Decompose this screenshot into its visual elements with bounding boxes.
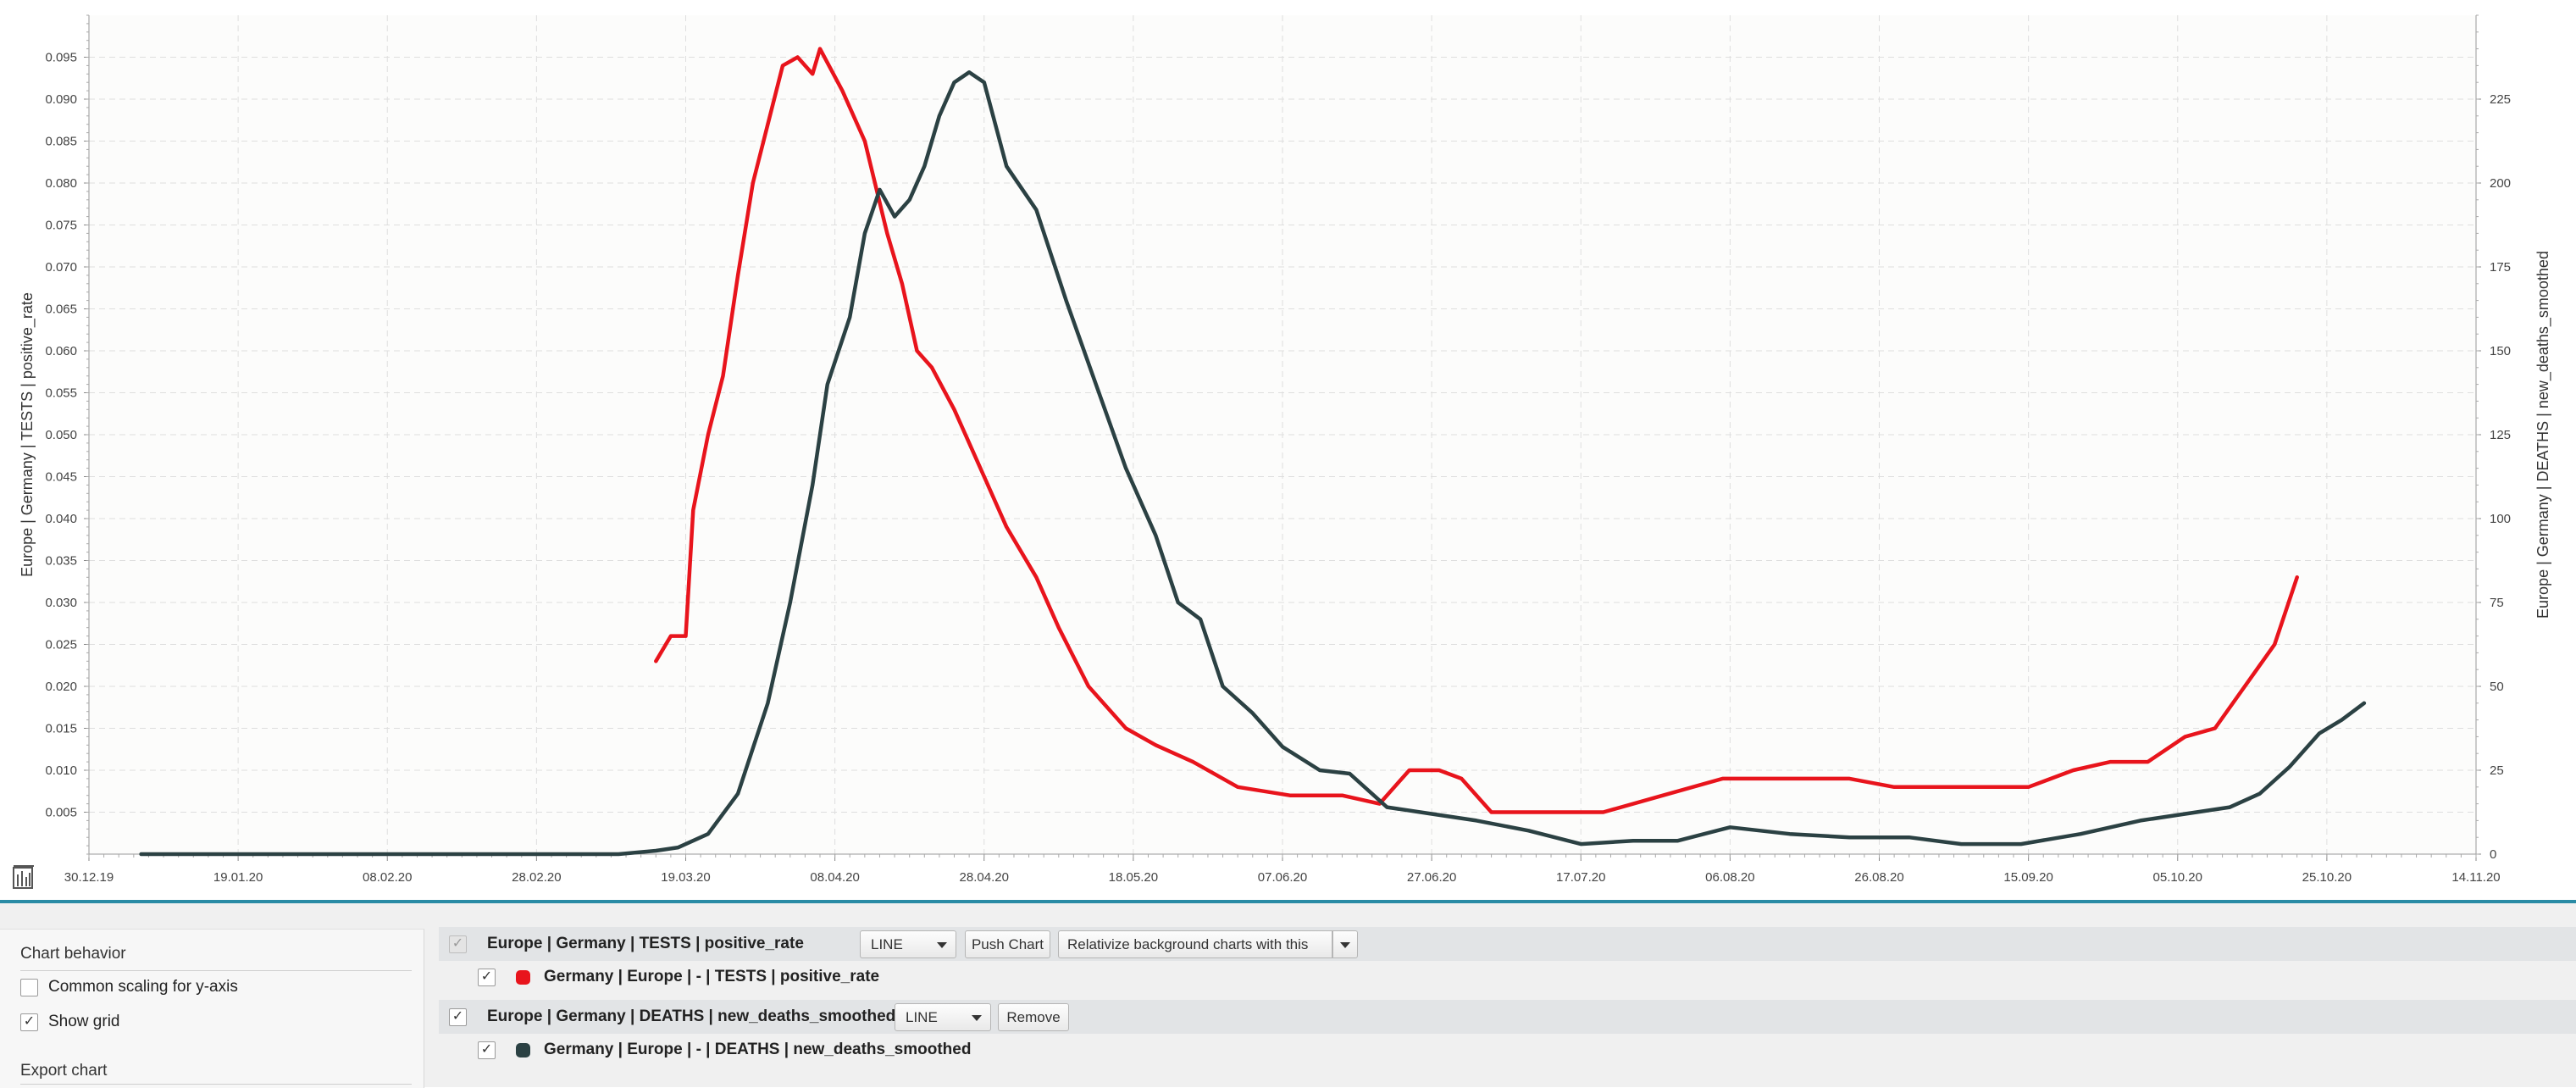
y-left-tick-label: 0.030	[45, 596, 77, 610]
show-grid-row[interactable]: ✓ Show grid	[20, 1013, 120, 1031]
x-tick-label: 08.04.20	[810, 870, 859, 885]
series-color-swatch-deaths[interactable]	[516, 1042, 530, 1057]
x-tick-label: 28.04.20	[960, 870, 1009, 885]
chart-type-value-deaths: LINE	[906, 1008, 938, 1025]
series-color-swatch-tests[interactable]	[516, 969, 530, 985]
y-left-tick-label: 0.035	[45, 554, 77, 569]
y-right-tick-label: 100	[2490, 512, 2511, 526]
push-chart-button[interactable]: Push Chart	[965, 930, 1050, 958]
chevron-down-icon	[972, 1015, 982, 1021]
x-tick-label: 07.06.20	[1258, 870, 1307, 885]
series-group-header-deaths: ✓ Europe | Germany | DEATHS | new_deaths…	[439, 1000, 2576, 1034]
y-left-tick-label: 0.055	[45, 386, 77, 401]
remove-button[interactable]: Remove	[998, 1003, 1069, 1031]
x-tick-label: 19.01.20	[213, 870, 263, 885]
x-tick-label: 15.09.20	[2003, 870, 2052, 885]
series-group-header-tests: ✓ Europe | Germany | TESTS | positive_ra…	[439, 927, 2576, 961]
y-left-tick-label: 0.095	[45, 51, 77, 65]
series-checkbox-tests[interactable]: ✓	[478, 968, 496, 986]
y-left-tick-label: 0.020	[45, 680, 77, 694]
chart-type-select-deaths[interactable]: LINE	[895, 1003, 991, 1031]
series-row-tests: ✓ Germany | Europe | - | TESTS | positiv…	[439, 960, 2576, 994]
y-right-tick-label: 0	[2490, 847, 2496, 862]
x-tick-label: 28.02.20	[512, 870, 561, 885]
y-left-tick-label: 0.075	[45, 219, 77, 233]
series-line-new-deaths	[139, 70, 2367, 857]
panel-divider[interactable]	[0, 900, 2576, 903]
x-tick-label: 19.03.20	[661, 870, 710, 885]
y-left-tick-label: 0.070	[45, 260, 77, 275]
y-right-tick-label: 175	[2490, 260, 2511, 275]
relativize-button[interactable]: Relativize background charts with this	[1058, 930, 1332, 958]
show-grid-checkbox[interactable]: ✓	[20, 1013, 38, 1031]
series-label-deaths: Germany | Europe | - | DEATHS | new_deat…	[544, 1041, 972, 1058]
x-tick-label: 30.12.19	[64, 870, 114, 885]
x-tick-label: 25.10.20	[2302, 870, 2352, 885]
chart-behavior-panel: Chart behavior Common scaling for y-axis…	[0, 929, 424, 1088]
group-title-tests: Europe | Germany | TESTS | positive_rate	[487, 935, 804, 952]
y-left-tick-label: 0.050	[45, 428, 77, 442]
y-left-tick-label: 0.045	[45, 470, 77, 485]
common-scaling-checkbox[interactable]	[20, 978, 38, 996]
chart-settings-icon[interactable]	[12, 864, 36, 890]
y-left-tick-label: 0.015	[45, 722, 77, 736]
show-grid-label: Show grid	[48, 1013, 120, 1030]
chart: 30.12.19 19.01.20 08.02.20 28.02.20 19.03.20…	[19, 14, 2552, 885]
y-right-tick-label: 25	[2490, 763, 2504, 778]
y-left-tick-label: 0.080	[45, 176, 77, 191]
x-tick-label: 17.07.20	[1556, 870, 1605, 885]
chevron-down-icon	[937, 942, 947, 948]
relativize-options-chevron-down-icon[interactable]	[1332, 930, 1358, 958]
x-tick-label: 14.11.20	[2451, 870, 2500, 885]
y-axis-left-title: Europe | Germany | TESTS | positive_rate	[19, 292, 36, 577]
chart-type-value-tests: LINE	[871, 935, 903, 952]
y-right-tick-label: 225	[2490, 92, 2511, 107]
y-axis-right-title: Europe | Germany | DEATHS | new_deaths_s…	[2534, 251, 2552, 619]
x-tick-label: 27.06.20	[1407, 870, 1456, 885]
y-right-tick-label: 150	[2490, 344, 2511, 358]
series-label-tests: Germany | Europe | - | TESTS | positive_…	[544, 968, 880, 985]
y-right-tick-label: 200	[2490, 176, 2511, 191]
y-left-tick-label: 0.025	[45, 638, 77, 652]
export-chart-title: Export chart	[20, 1062, 108, 1080]
x-tick-label: 08.02.20	[363, 870, 412, 885]
y-left-tick-label: 0.085	[45, 135, 77, 149]
y-left-tick-label: 0.060	[45, 344, 77, 358]
y-right-tick-label: 125	[2490, 428, 2511, 442]
y-left-tick-label: 0.065	[45, 303, 77, 317]
y-right-tick-label: 75	[2490, 596, 2504, 610]
export-chart-rule	[20, 1084, 412, 1085]
chart-behavior-title: Chart behavior	[20, 945, 126, 963]
series-line-positive-rate	[654, 47, 2299, 814]
y-left-tick-label: 0.005	[45, 806, 77, 820]
chart-behavior-rule	[20, 970, 412, 971]
series-checkbox-deaths[interactable]: ✓	[478, 1041, 496, 1059]
x-tick-label: 18.05.20	[1109, 870, 1158, 885]
x-tick-label: 26.08.20	[1854, 870, 1903, 885]
common-scaling-row[interactable]: Common scaling for y-axis	[20, 978, 238, 996]
chart-type-select-tests[interactable]: LINE	[860, 930, 956, 958]
y-left-tick-label: 0.090	[45, 92, 77, 107]
x-tick-label: 06.08.20	[1705, 870, 1754, 885]
group-checkbox-deaths[interactable]: ✓	[449, 1008, 467, 1026]
x-tick-label: 05.10.20	[2153, 870, 2202, 885]
group-title-deaths: Europe | Germany | DEATHS | new_deaths_s…	[487, 1008, 896, 1025]
common-scaling-label: Common scaling for y-axis	[48, 978, 238, 996]
y-left-tick-label: 0.040	[45, 512, 77, 526]
y-right-tick-label: 50	[2490, 680, 2504, 694]
series-row-deaths: ✓ Germany | Europe | - | DEATHS | new_de…	[439, 1033, 2576, 1067]
group-checkbox-tests[interactable]: ✓	[449, 935, 467, 953]
y-left-tick-label: 0.010	[45, 763, 77, 778]
